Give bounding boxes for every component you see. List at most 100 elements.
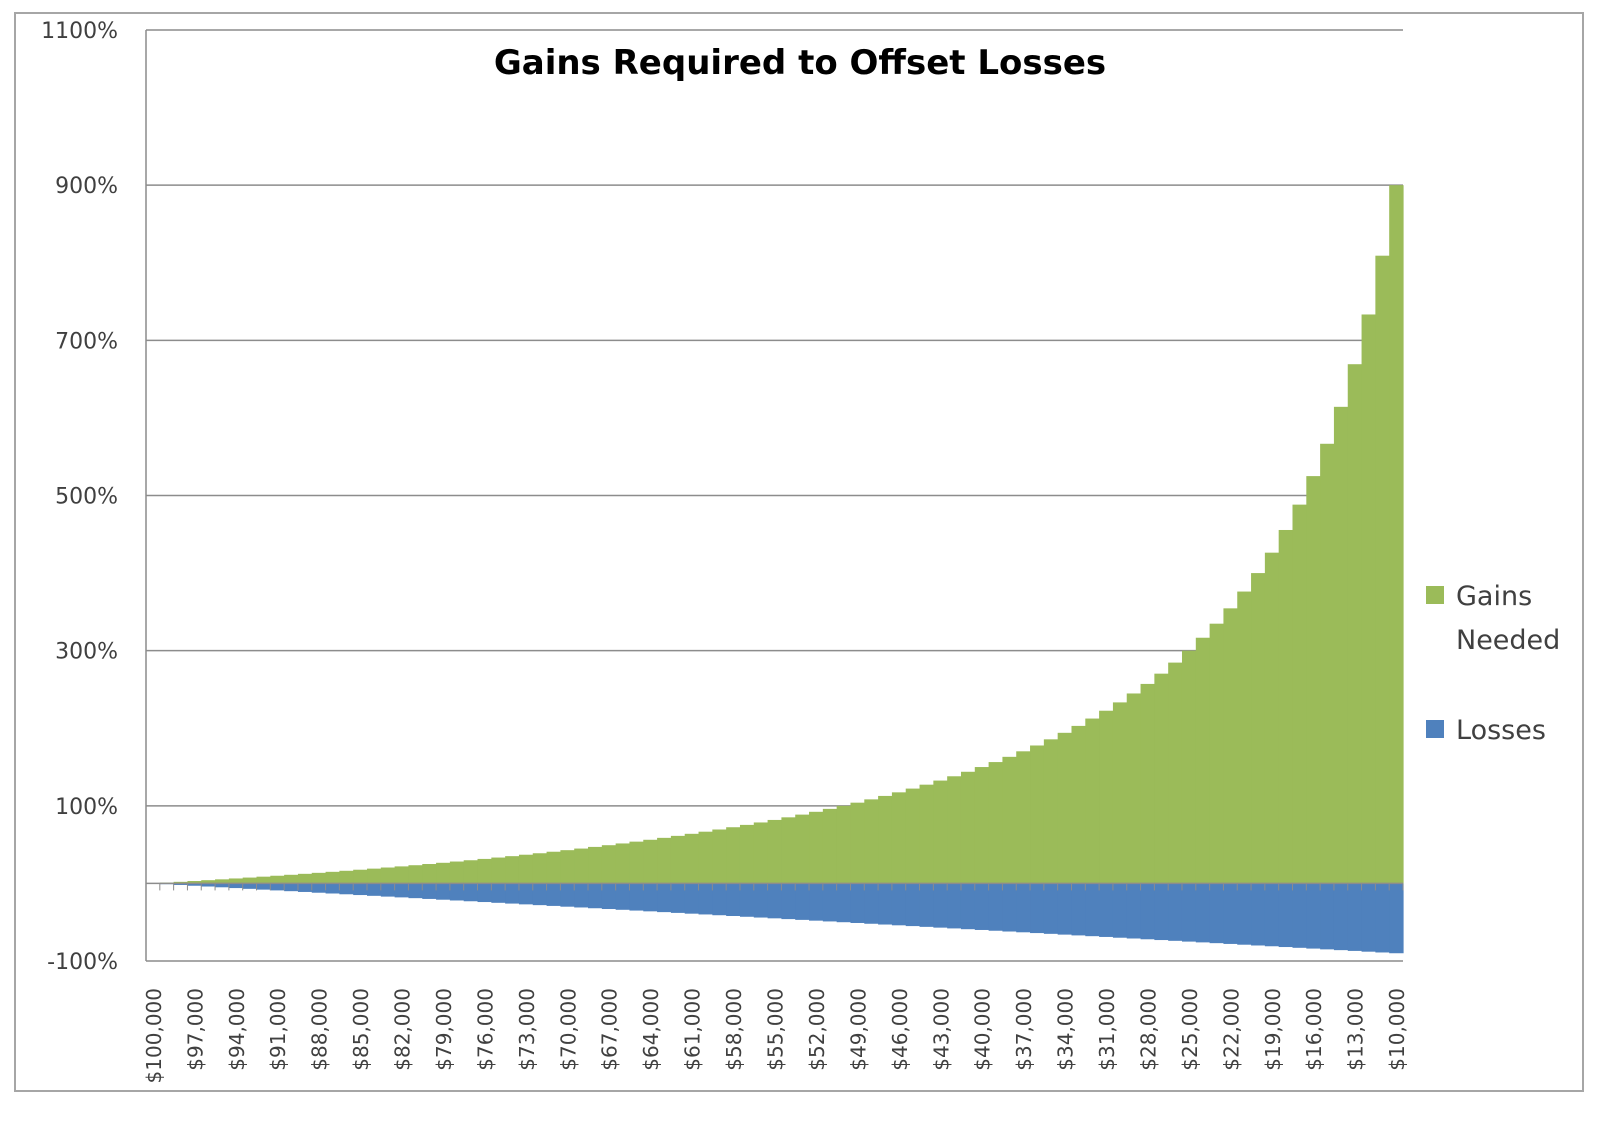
x-tick-label: $58,000 xyxy=(722,988,746,1071)
y-tick-label: 100% xyxy=(55,795,118,820)
x-tick-label: $82,000 xyxy=(391,988,415,1071)
bar-losses xyxy=(684,883,700,914)
bar-gains-needed xyxy=(1181,650,1197,884)
bar-losses xyxy=(919,883,934,927)
x-tick-label: $100,000 xyxy=(142,988,166,1083)
x-tick-label: $61,000 xyxy=(681,988,705,1071)
bar-gains-needed xyxy=(1278,529,1294,884)
bar-losses xyxy=(228,883,244,889)
bar-gains-needed xyxy=(1043,739,1059,884)
bar-gains-needed xyxy=(822,808,838,884)
bar-gains-needed xyxy=(767,819,783,884)
bar-gains-needed xyxy=(753,822,769,884)
bar-losses xyxy=(878,883,893,925)
x-tick-label: $49,000 xyxy=(846,988,870,1071)
y-tick-label: 500% xyxy=(55,485,118,510)
x-tick-label: $85,000 xyxy=(349,988,373,1071)
bar-gains-needed xyxy=(670,835,686,884)
bar-losses xyxy=(187,883,202,886)
legend: Gains Needed Losses xyxy=(1426,581,1560,746)
bar-losses xyxy=(947,883,962,929)
bar-gains-needed xyxy=(1320,443,1335,884)
bar-losses xyxy=(449,883,465,901)
legend-label-gains-line1: Gains xyxy=(1456,581,1532,612)
bar-losses xyxy=(809,883,824,921)
bar-gains-needed xyxy=(1168,662,1183,884)
legend-label-losses: Losses xyxy=(1456,715,1546,746)
bar-gains-needed xyxy=(781,817,796,884)
bar-gains-needed xyxy=(1347,364,1363,884)
bar-losses xyxy=(822,883,838,922)
x-tick-label: $40,000 xyxy=(971,988,995,1071)
bar-losses xyxy=(505,883,520,904)
x-tick-label: $28,000 xyxy=(1136,988,1160,1071)
bar-losses xyxy=(1043,883,1059,934)
bar-losses xyxy=(1140,883,1155,940)
y-tick-labels: -100% 100% 300% 500% 700% 900% 1100% xyxy=(41,19,118,975)
x-tick-label: $73,000 xyxy=(515,988,539,1071)
bar-losses xyxy=(615,883,631,910)
bar-gains-needed xyxy=(933,780,948,884)
bar-gains-needed xyxy=(1195,637,1211,884)
bar-gains-needed xyxy=(1223,608,1238,884)
bar-losses xyxy=(380,883,396,897)
bar-gains-needed xyxy=(422,864,437,884)
bar-gains-needed xyxy=(339,870,354,884)
bar-gains-needed xyxy=(1306,476,1321,884)
bar-gains-needed xyxy=(518,854,534,884)
bar-losses xyxy=(215,883,230,888)
bar-losses xyxy=(1347,883,1363,951)
bar-gains-needed xyxy=(850,802,865,884)
bar-losses xyxy=(1361,883,1376,952)
bar-losses xyxy=(518,883,534,905)
bar-losses xyxy=(864,883,879,924)
bar-losses xyxy=(1333,883,1349,951)
bar-gains-needed xyxy=(408,865,423,884)
bar-gains-needed xyxy=(1154,673,1169,884)
bar-losses xyxy=(408,883,423,899)
x-tick-labels: $100,000 $97,000 $94,000 $91,000 $88,000 $85,… xyxy=(142,988,1409,1083)
bar-gains-needed xyxy=(532,853,548,884)
x-tick-label: $70,000 xyxy=(556,988,580,1071)
bar-losses xyxy=(836,883,852,923)
bar-gains-needed xyxy=(1071,725,1086,884)
bar-gains-needed xyxy=(726,827,741,884)
bar-losses xyxy=(367,883,382,896)
bar-losses xyxy=(311,883,327,893)
bar-gains-needed xyxy=(643,839,658,884)
x-tick-label: $67,000 xyxy=(598,988,622,1071)
bar-losses xyxy=(1181,883,1197,942)
bar-gains-needed xyxy=(367,868,382,884)
axes xyxy=(145,30,1404,961)
bar-gains-needed xyxy=(739,824,755,884)
bar-losses xyxy=(574,883,589,908)
bar-losses xyxy=(795,883,810,920)
bar-losses xyxy=(546,883,561,906)
bar-losses xyxy=(1195,883,1211,943)
x-tick-label: $88,000 xyxy=(308,988,332,1071)
x-tick-label: $37,000 xyxy=(1012,988,1036,1071)
bar-gains-needed xyxy=(491,857,506,884)
bar-losses xyxy=(284,883,299,892)
x-tick-label: $79,000 xyxy=(432,988,456,1071)
x-tick-label: $16,000 xyxy=(1302,988,1326,1071)
bar-gains-needed xyxy=(864,799,879,884)
y-tick-label: 1100% xyxy=(41,19,118,44)
x-tick-label: $91,000 xyxy=(266,988,290,1071)
bar-gains-needed xyxy=(1333,406,1349,884)
bar-gains-needed xyxy=(795,814,810,884)
bar-gains-needed xyxy=(698,831,713,884)
x-tick-label: $10,000 xyxy=(1385,988,1409,1071)
bar-losses xyxy=(353,883,368,896)
chart-title: Gains Required to Offset Losses xyxy=(494,43,1106,83)
y-tick-label: -100% xyxy=(47,950,118,975)
bar-losses xyxy=(1223,883,1238,944)
bar-gains-needed xyxy=(947,776,962,884)
bar-losses xyxy=(1251,883,1266,946)
x-tick-label: $31,000 xyxy=(1095,988,1119,1071)
bar-gains-needed xyxy=(836,805,852,884)
bar-gains-needed xyxy=(1375,255,1390,884)
x-tick-label: $25,000 xyxy=(1178,988,1202,1071)
bar-gains-needed xyxy=(905,788,921,884)
bar-gains-needed xyxy=(712,829,727,884)
